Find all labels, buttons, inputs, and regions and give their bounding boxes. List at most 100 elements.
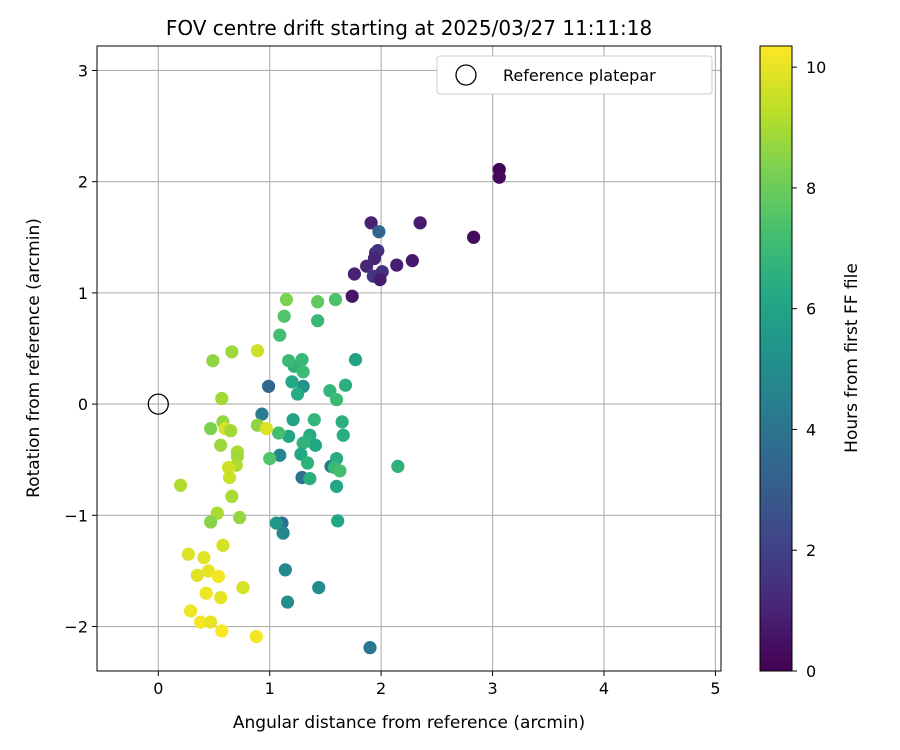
data-point — [211, 569, 226, 584]
data-point — [190, 568, 204, 582]
data-point — [214, 591, 228, 605]
data-point — [391, 459, 405, 473]
data-point — [295, 353, 309, 367]
data-point — [329, 479, 344, 493]
colorbar-tick-label: 0 — [806, 662, 816, 681]
data-point — [255, 407, 269, 421]
data-point — [467, 230, 481, 244]
data-point — [181, 547, 195, 561]
y-axis-label: Rotation from reference (arcmin) — [24, 218, 44, 498]
colorbar-tick-label: 8 — [806, 179, 816, 198]
data-point — [223, 470, 237, 485]
data-point — [296, 436, 310, 450]
data-point — [311, 314, 325, 328]
data-point — [372, 225, 386, 239]
data-point — [390, 258, 404, 272]
data-point — [263, 451, 277, 466]
colorbar-tick-label: 2 — [806, 541, 816, 560]
x-tick-label: 1 — [265, 679, 275, 698]
data-point — [236, 580, 250, 595]
data-point — [206, 354, 220, 368]
legend-marker-icon — [455, 64, 477, 86]
y-tick-label: 1 — [78, 284, 88, 303]
data-point — [197, 550, 211, 565]
data-point — [290, 387, 305, 401]
x-tick-label: 2 — [376, 679, 386, 698]
data-point — [312, 580, 326, 595]
legend-box — [436, 55, 713, 95]
x-tick-label: 0 — [153, 679, 163, 698]
colorbar-ticks: 0 2 4 6 8 10 — [792, 58, 826, 681]
y-tick-label: 3 — [78, 61, 88, 80]
colorbar-tick-label: 4 — [806, 420, 816, 439]
x-tick-label: 3 — [487, 679, 497, 698]
data-point — [184, 604, 198, 618]
y-tick-label: −2 — [64, 618, 88, 637]
data-point — [328, 292, 343, 307]
colorbar-tick-label: 6 — [806, 300, 816, 319]
data-point — [221, 460, 236, 475]
x-tick-label: 4 — [599, 679, 609, 698]
data-point — [272, 426, 286, 440]
data-point — [276, 526, 290, 540]
data-point — [282, 354, 296, 368]
plot-frame — [96, 45, 722, 672]
y-tick-label: 0 — [78, 395, 88, 414]
data-point — [336, 428, 350, 442]
y-axis-ticks: −2 −1 0 1 2 3 — [64, 61, 97, 637]
data-point — [282, 429, 296, 443]
y-tick-label: −1 — [64, 506, 88, 525]
x-tick-label: 5 — [710, 679, 720, 698]
data-point — [273, 448, 287, 462]
y-tick-label: 2 — [78, 173, 88, 192]
colorbar-gradient — [759, 45, 793, 672]
data-point — [204, 615, 218, 629]
data-point — [224, 424, 238, 438]
data-point — [296, 365, 310, 379]
colorbar: 0 2 4 6 8 10 Hours from first FF file — [759, 45, 862, 681]
legend-entry-reference: Reference platepar — [503, 66, 656, 85]
data-point — [214, 438, 228, 452]
data-point — [194, 615, 208, 629]
data-point — [215, 391, 229, 406]
data-point — [364, 216, 378, 230]
data-point — [216, 538, 230, 552]
data-point — [273, 328, 287, 342]
data-points — [173, 162, 506, 655]
data-point — [308, 438, 322, 452]
data-point — [360, 259, 374, 273]
data-point — [201, 564, 216, 578]
data-point — [204, 515, 218, 529]
data-point — [277, 309, 291, 323]
data-point — [269, 516, 283, 530]
data-point — [335, 415, 349, 429]
data-point — [286, 413, 300, 427]
data-point — [307, 413, 321, 427]
colorbar-label: Hours from first FF file — [842, 263, 862, 453]
data-point — [311, 295, 325, 309]
data-point — [199, 586, 213, 600]
colorbar-tick-label: 10 — [806, 58, 826, 77]
grid-lines — [97, 46, 721, 671]
data-point — [233, 510, 247, 525]
x-axis-label: Angular distance from reference (arcmin) — [233, 713, 585, 733]
data-point — [225, 489, 239, 504]
data-point — [331, 514, 345, 528]
data-point — [173, 478, 188, 492]
data-point — [413, 216, 427, 230]
reference-point-marker — [147, 393, 169, 415]
data-point — [347, 267, 361, 281]
chart-title: FOV centre drift starting at 2025/03/27 … — [166, 16, 652, 40]
data-point — [279, 292, 294, 307]
data-point — [301, 456, 315, 470]
data-point — [363, 641, 377, 655]
data-point — [259, 421, 273, 436]
data-point — [225, 345, 239, 359]
data-point — [333, 464, 347, 478]
data-point — [373, 272, 387, 287]
legend: Reference platepar — [436, 55, 713, 95]
data-point — [492, 170, 506, 184]
data-point — [303, 472, 317, 486]
data-point — [405, 254, 419, 268]
